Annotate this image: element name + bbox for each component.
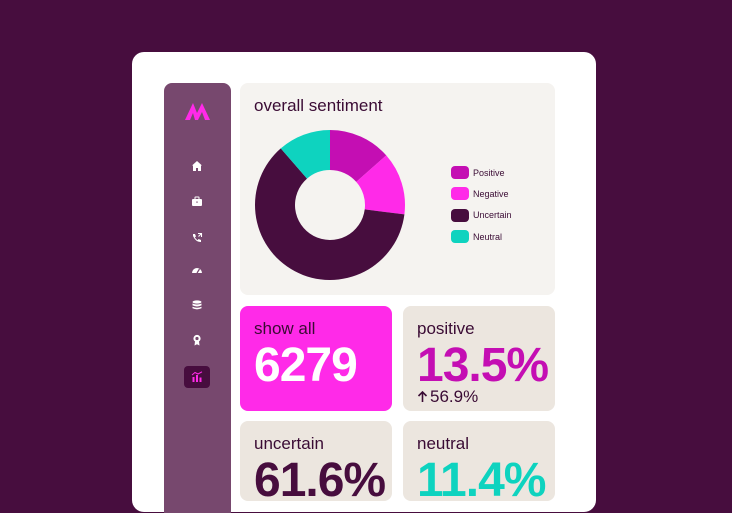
stat-value: 61.6%	[254, 454, 386, 507]
slice-uncertain[interactable]	[255, 148, 405, 280]
legend-label: Neutral	[473, 231, 503, 242]
stat-uncertain[interactable]: uncertain 61.6%	[240, 421, 392, 507]
legend-label: Positive	[473, 167, 505, 178]
award-icon	[193, 334, 201, 346]
sidebar-item-home[interactable]	[184, 155, 210, 177]
legend-swatch	[451, 166, 469, 180]
stat-value: 6279	[254, 339, 358, 392]
sidebar	[164, 83, 231, 513]
legend-item-uncertain: Uncertain	[451, 205, 512, 226]
chart-icon	[191, 371, 203, 382]
panel-title: overall sentiment	[254, 96, 383, 115]
donut-chart	[255, 130, 405, 280]
phone-icon	[193, 232, 203, 243]
slice-negative[interactable]	[356, 155, 405, 215]
stat-neutral[interactable]: neutral 11.4%	[403, 421, 555, 507]
stat-value: 11.4%	[417, 454, 546, 507]
chart-legend: Positive Negative Uncertain Neutral	[451, 162, 512, 247]
sidebar-item-calls[interactable]	[184, 227, 210, 249]
stat-show-all[interactable]: show all 6279	[240, 306, 392, 411]
database-icon	[192, 300, 202, 310]
sidebar-item-gauge[interactable]	[184, 259, 210, 281]
legend-swatch	[451, 187, 469, 201]
legend-item-neutral: Neutral	[451, 226, 512, 247]
stat-value: 13.5%	[417, 339, 549, 392]
slice-positive[interactable]	[330, 130, 387, 182]
stat-label: positive	[417, 319, 475, 338]
home-icon	[192, 161, 202, 171]
sidebar-item-briefcase[interactable]	[184, 190, 210, 212]
legend-item-positive: Positive	[451, 162, 512, 183]
briefcase-icon	[192, 196, 202, 206]
slice-neutral[interactable]	[280, 130, 330, 179]
legend-label: Negative	[473, 188, 509, 199]
stat-label: neutral	[417, 434, 469, 453]
stat-delta-value: 56.9%	[430, 387, 479, 406]
sidebar-item-award[interactable]	[184, 329, 210, 351]
legend-item-negative: Negative	[451, 183, 512, 204]
stat-positive[interactable]: positive 13.5% 56.9%	[403, 306, 555, 411]
stat-label: show all	[254, 319, 316, 338]
legend-label: Uncertain	[473, 210, 512, 221]
logo	[185, 103, 210, 120]
sidebar-item-database[interactable]	[184, 294, 210, 316]
sentiment-panel: overall sentiment Positive Negative Unce…	[240, 83, 555, 295]
legend-swatch	[451, 230, 469, 244]
arrow-up-icon	[417, 391, 428, 402]
stat-delta: 56.9%	[417, 387, 478, 407]
sidebar-item-analytics[interactable]	[184, 366, 210, 388]
gauge-icon	[192, 268, 202, 274]
legend-swatch	[451, 208, 469, 222]
stat-label: uncertain	[254, 434, 324, 453]
